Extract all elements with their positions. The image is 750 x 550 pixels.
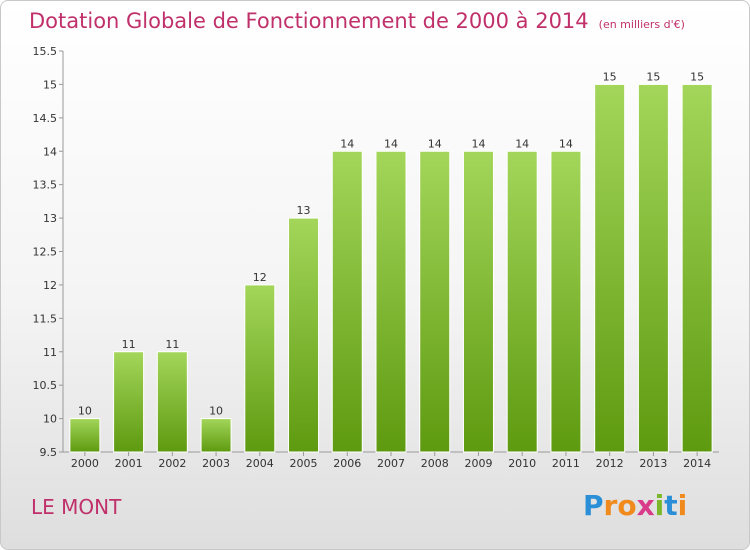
x-tick-label: 2006 bbox=[333, 457, 361, 470]
y-tick-label: 14 bbox=[43, 145, 57, 158]
bar-value-label: 10 bbox=[78, 405, 92, 418]
x-tick-label: 2012 bbox=[596, 457, 624, 470]
y-tick-label: 13.5 bbox=[33, 179, 58, 192]
bar bbox=[200, 418, 232, 453]
bar-value-label: 12 bbox=[253, 271, 267, 284]
chart-title: Dotation Globale de Fonctionnement de 20… bbox=[29, 9, 685, 33]
proxiti-logo: Proxiti bbox=[583, 489, 687, 522]
x-tick-label: 2007 bbox=[377, 457, 405, 470]
bar bbox=[506, 150, 538, 453]
bar-value-label: 11 bbox=[165, 338, 179, 351]
logo-letter: r bbox=[603, 489, 618, 522]
bar-value-label: 10 bbox=[209, 405, 223, 418]
x-tick-label: 2002 bbox=[158, 457, 186, 470]
bar-value-label: 15 bbox=[690, 70, 704, 83]
bar-value-label: 13 bbox=[297, 204, 311, 217]
y-tick-label: 14.5 bbox=[33, 112, 58, 125]
y-tick-label: 10 bbox=[43, 413, 57, 426]
x-tick-label: 2010 bbox=[508, 457, 536, 470]
x-tick-label: 2013 bbox=[639, 457, 667, 470]
y-tick-label: 13 bbox=[43, 212, 57, 225]
bar bbox=[375, 150, 407, 453]
commune-name: LE MONT bbox=[31, 495, 122, 519]
bar-value-label: 15 bbox=[603, 70, 617, 83]
bar bbox=[419, 150, 451, 453]
y-tick-label: 11 bbox=[43, 346, 57, 359]
bar bbox=[637, 83, 669, 453]
bar bbox=[69, 418, 101, 453]
bar-value-label: 14 bbox=[515, 137, 529, 150]
y-tick-label: 15 bbox=[43, 78, 57, 91]
y-tick-label: 11.5 bbox=[33, 312, 58, 325]
logo-letter: t bbox=[664, 489, 678, 522]
x-tick-label: 2011 bbox=[552, 457, 580, 470]
bar bbox=[681, 83, 713, 453]
x-tick-label: 2003 bbox=[202, 457, 230, 470]
x-tick-label: 2000 bbox=[71, 457, 99, 470]
chart-subtitle: (en milliers d'€) bbox=[598, 18, 685, 31]
y-tick-label: 12 bbox=[43, 279, 57, 292]
bar-value-label: 14 bbox=[340, 137, 354, 150]
logo-letter: i bbox=[654, 489, 665, 522]
logo-letter: x bbox=[636, 489, 655, 522]
y-tick-label: 15.5 bbox=[33, 45, 58, 58]
bar-value-label: 11 bbox=[122, 338, 136, 351]
bar-value-label: 14 bbox=[471, 137, 485, 150]
y-tick-label: 12.5 bbox=[33, 246, 58, 259]
logo-letter: o bbox=[617, 489, 637, 522]
x-tick-label: 2004 bbox=[246, 457, 274, 470]
bar bbox=[156, 351, 188, 453]
bar-value-label: 14 bbox=[559, 137, 573, 150]
y-tick-label: 9.5 bbox=[40, 446, 58, 459]
bar bbox=[550, 150, 582, 453]
bar bbox=[331, 150, 363, 453]
x-tick-label: 2014 bbox=[683, 457, 711, 470]
bar-value-label: 14 bbox=[384, 137, 398, 150]
title-text: Dotation Globale de Fonctionnement de 20… bbox=[29, 9, 589, 33]
bar-value-label: 14 bbox=[428, 137, 442, 150]
y-tick-label: 10.5 bbox=[33, 379, 58, 392]
x-tick-label: 2008 bbox=[421, 457, 449, 470]
logo-letter: i bbox=[677, 489, 688, 522]
x-tick-label: 2005 bbox=[290, 457, 318, 470]
x-tick-label: 2009 bbox=[464, 457, 492, 470]
bar bbox=[113, 351, 145, 453]
bar bbox=[462, 150, 494, 453]
bar-value-label: 15 bbox=[646, 70, 660, 83]
x-tick-label: 2001 bbox=[115, 457, 143, 470]
bar bbox=[288, 217, 320, 453]
bar bbox=[594, 83, 626, 453]
bar bbox=[244, 284, 276, 453]
logo-letter: P bbox=[583, 489, 604, 522]
